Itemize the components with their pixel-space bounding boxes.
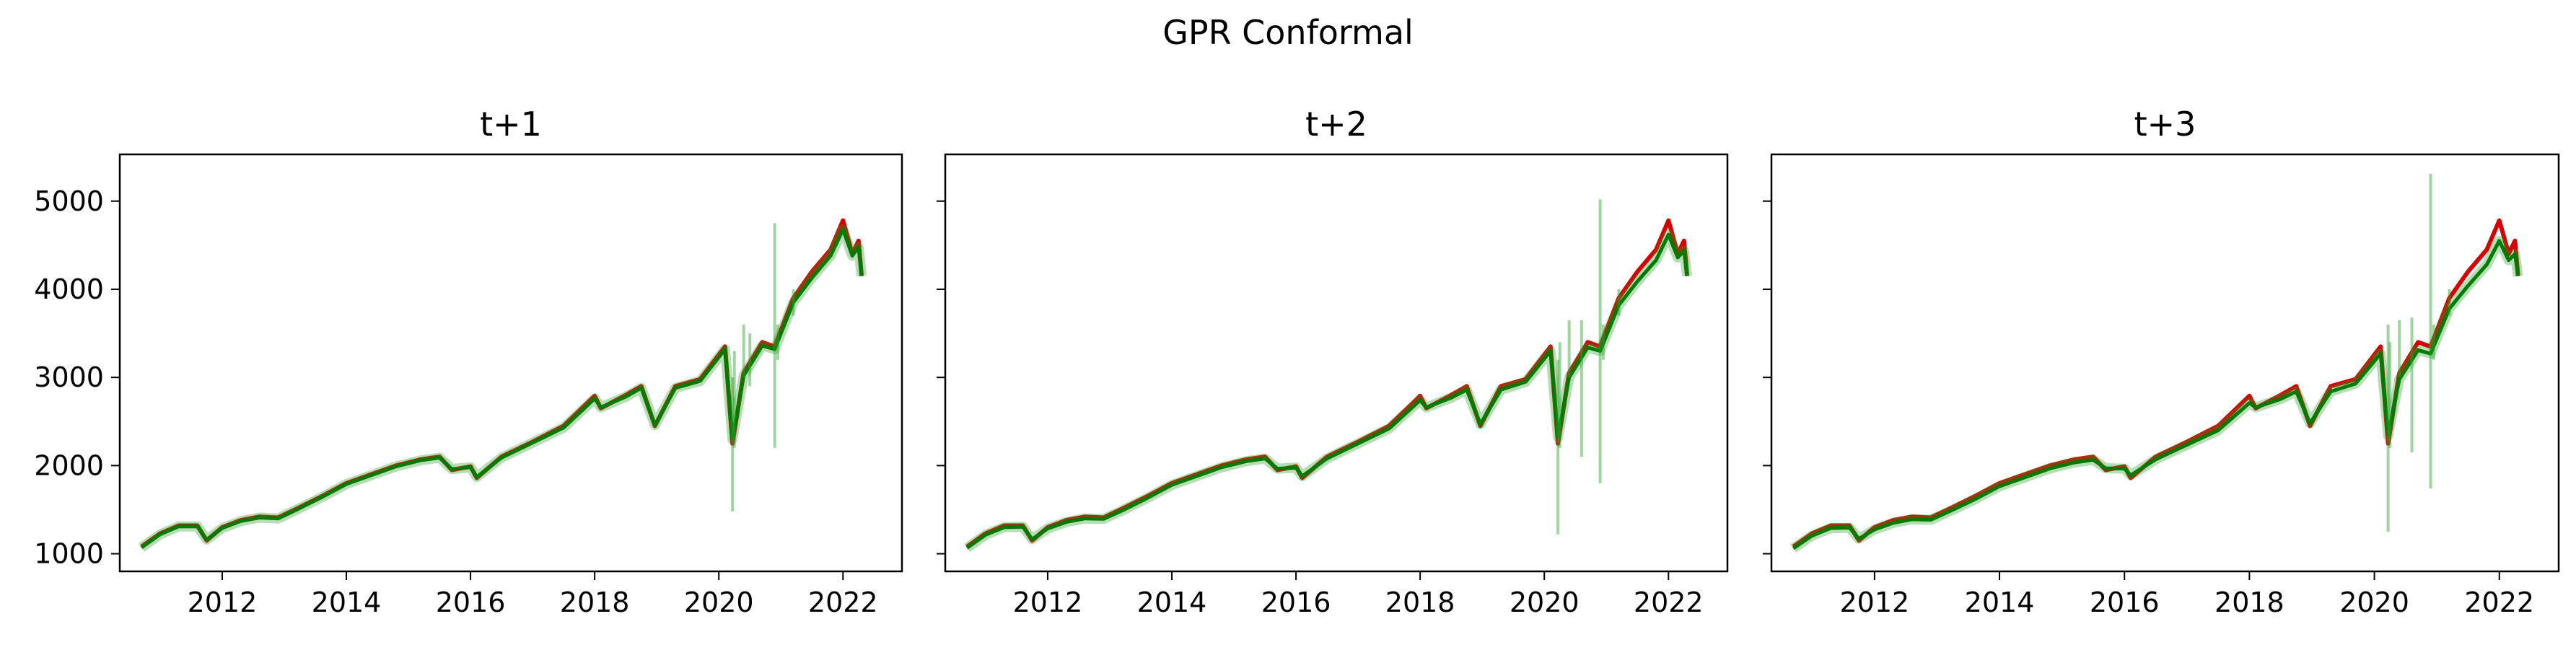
prediction-band-3	[1790, 235, 2523, 553]
axes-frame-2	[944, 153, 1729, 573]
y-tick-label-1-2: 2000	[34, 449, 104, 481]
actual-line-1	[140, 218, 864, 549]
subplot-3: t+3 2012 2014 2016 2018 2020 2022	[1763, 105, 2560, 618]
subplot-2: t+2 2012 2014 2016 2018 2020 2022	[937, 105, 1729, 618]
subplot-title-3: t+3	[2134, 105, 2196, 144]
x-tick-label-3-2: 2014	[1965, 587, 2035, 618]
x-tick-label-3-5: 2020	[2339, 587, 2409, 618]
subplot-title-2: t+2	[1305, 105, 1367, 144]
prediction-line-2	[965, 232, 1689, 550]
prediction-band-2	[964, 229, 1693, 553]
plot-area-1	[139, 218, 867, 552]
subplot-1: t+1 2012 2014 2016 2018 2020 2022 1000 2000 3000 4…	[34, 105, 903, 618]
x-tick-label-3-4: 2018	[2214, 587, 2284, 618]
x-tick-label-3-3: 2016	[2090, 587, 2160, 618]
actual-line-3	[1792, 218, 2520, 549]
prediction-line-3	[1792, 239, 2520, 550]
x-tick-label-1-1: 2012	[188, 587, 258, 618]
x-tick-label-3-6: 2022	[2464, 587, 2534, 618]
x-tick-label-1-5: 2020	[684, 587, 754, 618]
x-tick-label-2-4: 2018	[1385, 587, 1455, 618]
y-tick-label-1-4: 4000	[34, 273, 104, 305]
x-tick-label-2-3: 2016	[1261, 587, 1331, 618]
plot-area-3	[1790, 173, 2523, 553]
x-tick-label-2-6: 2022	[1634, 587, 1704, 618]
prediction-line-1	[140, 227, 864, 550]
x-tick-label-3-1: 2012	[1840, 587, 1910, 618]
x-tick-label-1-4: 2018	[560, 587, 630, 618]
axes-frame-1	[118, 153, 903, 573]
x-tick-label-2-2: 2014	[1137, 587, 1207, 618]
y-tick-label-1-1: 1000	[34, 538, 104, 570]
x-tick-label-1-6: 2022	[808, 587, 878, 618]
x-tick-label-2-5: 2020	[1510, 587, 1580, 618]
y-tick-label-1-3: 3000	[34, 361, 104, 393]
figure-title: GPR Conformal	[1162, 13, 1414, 52]
x-tick-label-1-3: 2016	[436, 587, 506, 618]
prediction-band-1	[139, 224, 867, 552]
y-tick-label-1-5: 5000	[34, 185, 104, 217]
plot-area-2	[964, 199, 1693, 553]
actual-line-2	[965, 218, 1690, 549]
axes-frame-3	[1770, 153, 2560, 573]
subplot-title-1: t+1	[480, 105, 542, 144]
x-tick-label-2-1: 2012	[1013, 587, 1083, 618]
x-tick-label-1-2: 2014	[312, 587, 382, 618]
